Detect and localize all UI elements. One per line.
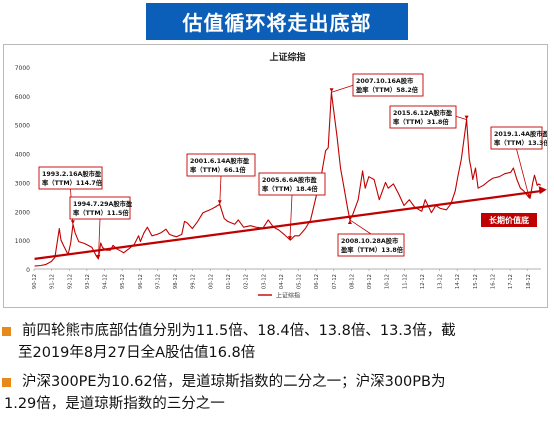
annotation-leader-line: [289, 194, 293, 241]
x-tick-label: 04-12: [279, 274, 285, 289]
bullet-text-1: 前四轮熊市底部估值分别为11.5倍、18.4倍、13.8倍、13.3倍，截 至2…: [18, 320, 542, 364]
annotation-leader-line: [349, 219, 372, 235]
bullet-1-line-2: 至2019年8月27日全A股估值16.8倍: [18, 345, 256, 361]
banner-title-text: 估值循环将走出底部: [182, 11, 372, 35]
trendline-arrow-icon: [538, 186, 547, 195]
chart-title: 上证综指: [269, 51, 305, 63]
annotation-line-1: 2019.1.4A股市盈: [494, 129, 547, 138]
x-tick-label: 17-12: [508, 274, 514, 289]
bullet-marker-icon: [2, 327, 11, 336]
annotation-line-1: 2007.10.16A股市: [356, 76, 414, 85]
annotation-arrow-icon: [70, 220, 75, 225]
trendline-label-box: [481, 213, 537, 227]
x-tick-label: 05-12: [297, 274, 303, 289]
x-tick-label: 06-12: [314, 274, 320, 289]
x-tick-label: 99-12: [191, 274, 197, 289]
x-tick-label: 01-12: [226, 274, 232, 289]
annotation-leader-line: [219, 175, 222, 205]
x-tick-label: 00-12: [208, 274, 214, 289]
annotation-box: [69, 196, 131, 220]
annotation-line-1: 2015.6.12A股市盈: [393, 108, 453, 117]
x-tick-label: 97-12: [155, 274, 161, 289]
annotation-arrow-icon: [347, 219, 352, 224]
y-tick-label: 4000: [15, 152, 30, 159]
annotation-arrow-icon: [527, 194, 532, 199]
x-tick-label: 95-12: [120, 274, 126, 289]
annotation-line-2: 率（TTM）114.7倍: [42, 178, 103, 187]
annotation-leader-line: [516, 148, 530, 199]
y-tick-label: 7000: [15, 65, 30, 72]
y-tick-label: 5000: [15, 123, 30, 130]
x-tick-label: 03-12: [261, 274, 267, 289]
x-tick-label: 92-12: [67, 274, 73, 289]
x-tick-label: 02-12: [244, 274, 250, 289]
annotation-box: [352, 73, 424, 97]
x-tick-label: 15-12: [473, 274, 479, 289]
y-tick-label: 6000: [15, 94, 30, 101]
x-tick-label: 18-12: [526, 274, 532, 289]
bullet-marker-icon: [2, 378, 11, 387]
x-tick-label: 13-12: [438, 274, 444, 289]
annotation-arrow-icon: [464, 115, 469, 120]
annotation-line-2: 率（TTM）11.5倍: [73, 208, 129, 217]
x-tick-label: 16-12: [491, 274, 497, 289]
x-tick-label: 09-12: [367, 274, 373, 289]
x-tick-label: 91-12: [50, 274, 56, 289]
annotation-line-1: 1993.2.16A股市盈: [42, 169, 102, 178]
x-tick-label: 96-12: [138, 274, 144, 289]
annotation-arrow-icon: [329, 88, 334, 93]
bullet-text-2: 沪深300PE为10.62倍，是道琼斯指数的二分之一；沪深300PB为 1.29…: [4, 371, 542, 415]
annotation-arrow-icon: [96, 254, 101, 259]
x-tick-label: 08-12: [349, 274, 355, 289]
annotation-line-1: 2001.6.14A股市盈: [190, 156, 250, 165]
annotation-arrow-icon: [287, 236, 292, 241]
trendline-label: 长期价值底: [489, 215, 529, 225]
x-tick-label: 11-12: [402, 274, 408, 289]
annotation-line-2: 率（TTM）66.1倍: [190, 165, 246, 174]
annotation-line-2: 率（TTM）31.8倍: [393, 117, 449, 126]
annotation-arrow-icon: [217, 200, 222, 205]
x-tick-label: 93-12: [85, 274, 91, 289]
chart-svg: 上证综指 0 1000 2000 3000 4000 5000 6000 7000 90-12 91…: [15, 51, 547, 300]
annotation-box: [186, 153, 256, 177]
x-tick-label: 07-12: [332, 274, 338, 289]
trendline: [34, 189, 541, 260]
x-tick-label: 12-12: [420, 274, 426, 289]
annotation-box: [389, 105, 457, 129]
annotation-line-2: 盈率（TTM）13.8倍: [340, 245, 404, 254]
bullet-1-line-1: 前四轮熊市底部估值分别为11.5倍、18.4倍、13.8倍、13.3倍，截: [22, 323, 456, 339]
x-tick-label: 10-12: [385, 274, 391, 289]
annotation-box: [38, 166, 103, 190]
bullet-2-line-1: 沪深300PE为10.62倍，是道琼斯指数的二分之一；沪深300PB为: [22, 374, 446, 390]
y-tick-label: 0: [26, 267, 30, 274]
annotation-line-1: 2005.6.6A股市盈: [262, 175, 318, 184]
y-tick-label: 2000: [15, 209, 30, 216]
annotation-line-2: 率（TTM）18.4倍: [262, 184, 318, 193]
annotation-line-1: 2008.10.28A股市: [341, 236, 399, 245]
annotation-line-2: 盈率（TTM）58.2倍: [355, 85, 419, 94]
series-line-shanghai-composite: [34, 91, 542, 267]
banner-title: 估值循环将走出底部: [146, 3, 408, 40]
legend-label: 上证综指: [276, 292, 300, 300]
x-tick-label: 94-12: [103, 274, 109, 289]
chart-frame: 上证综指 0 1000 2000 3000 4000 5000 6000 7000 90-12 91…: [3, 44, 548, 308]
annotation-line-1: 1994.7.29A股市盈: [73, 199, 133, 208]
bullet-2-line-2: 1.29倍，是道琼斯指数的三分之一: [4, 396, 225, 412]
x-tick-label: 14-12: [455, 274, 461, 289]
x-tick-label: 98-12: [173, 274, 179, 289]
annotation-box: [258, 172, 326, 196]
y-tick-label: 1000: [15, 238, 30, 245]
annotation-line-2: 率（TTM）13.3倍: [494, 138, 547, 147]
annotation-leader-line: [98, 218, 101, 259]
x-tick-label: 90-12: [32, 274, 38, 289]
annotation-box: [490, 126, 543, 150]
annotation-box: [337, 233, 405, 257]
y-tick-label: 3000: [15, 180, 30, 187]
